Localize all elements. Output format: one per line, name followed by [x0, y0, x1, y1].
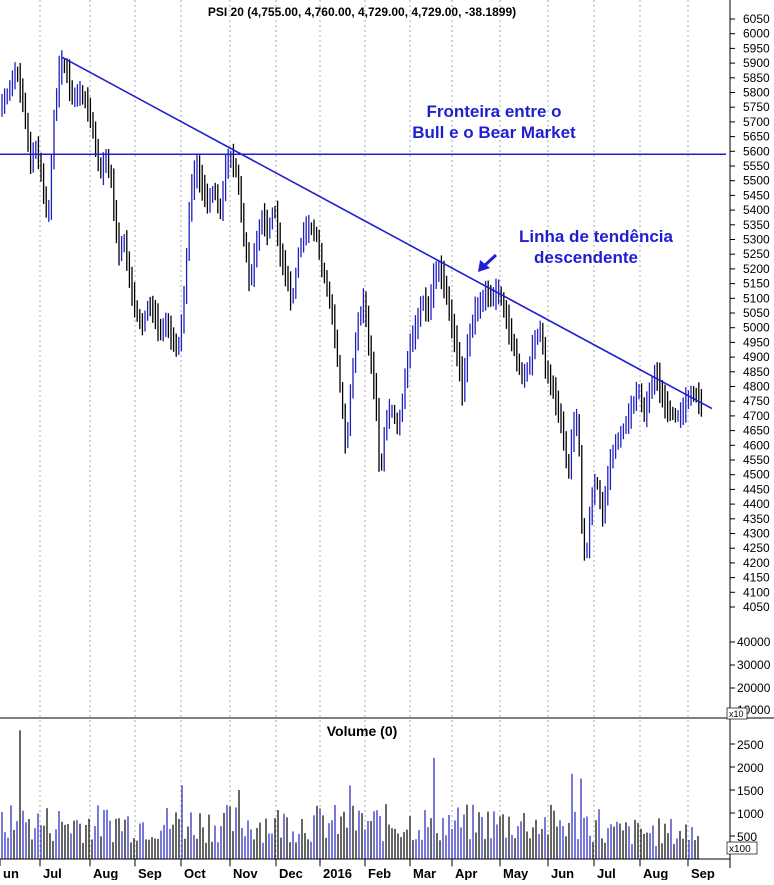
annotation-frontier-line-2: Bull e o Bear Market — [412, 123, 576, 142]
price-tick-label: 5950 — [743, 41, 770, 55]
month-label: Oct — [184, 866, 206, 880]
price-tick-label: 4500 — [743, 468, 770, 482]
month-label: Jul — [597, 866, 616, 880]
price-tick-label: 5700 — [743, 115, 770, 129]
volume-tick-label: 500 — [737, 830, 757, 844]
price-tick-label: 4900 — [743, 350, 770, 364]
price-tick-label: 5650 — [743, 130, 770, 144]
price-lower-tick-label: 30000 — [737, 658, 771, 672]
volume-tick-label: 2000 — [737, 761, 764, 775]
price-tick-label: 4100 — [743, 585, 770, 599]
volume-title: Volume (0) — [327, 723, 398, 739]
price-tick-label: 6000 — [743, 27, 770, 41]
price-tick-label: 5200 — [743, 262, 770, 276]
volume-multiplier-label: x100 — [729, 844, 751, 855]
volume-tick-label: 2500 — [737, 738, 764, 752]
month-label: Apr — [455, 866, 477, 880]
descending-trend-line — [61, 56, 713, 410]
month-label: Sep — [138, 866, 162, 880]
volume-bars — [1, 730, 699, 859]
volume-tick-label: 1000 — [737, 807, 764, 821]
price-tick-label: 4300 — [743, 527, 770, 541]
price-tick-label: 4200 — [743, 556, 770, 570]
price-tick-label: 4550 — [743, 453, 770, 467]
price-tick-label: 4400 — [743, 497, 770, 511]
price-candles — [1, 50, 703, 561]
price-tick-label: 5400 — [743, 203, 770, 217]
price-tick-label: 4700 — [743, 409, 770, 423]
price-tick-label: 4850 — [743, 365, 770, 379]
month-label: Jul — [43, 866, 62, 880]
price-tick-label: 4650 — [743, 424, 770, 438]
month-label: May — [503, 866, 529, 880]
price-tick-label: 5850 — [743, 71, 770, 85]
annotation-frontier-line-1: Fronteira entre o — [426, 102, 561, 121]
price-tick-label: 5750 — [743, 100, 770, 114]
price-tick-label: 5100 — [743, 291, 770, 305]
price-tick-label: 5300 — [743, 233, 770, 247]
price-tick-label: 4150 — [743, 571, 770, 585]
price-tick-label: 4250 — [743, 541, 770, 555]
month-label: 2016 — [323, 866, 352, 880]
price-tick-label: 4450 — [743, 482, 770, 496]
month-label: Nov — [233, 866, 258, 880]
price-tick-label: 5600 — [743, 144, 770, 158]
price-tick-label: 5150 — [743, 277, 770, 291]
price-tick-label: 4050 — [743, 600, 770, 614]
price-tick-label: 4750 — [743, 394, 770, 408]
month-label: Aug — [643, 866, 668, 880]
month-label: Dec — [279, 866, 303, 880]
chart-title: PSI 20 (4,755.00, 4,760.00, 4,729.00, 4,… — [208, 5, 516, 19]
month-label: Feb — [368, 866, 391, 880]
price-lower-tick-label: 20000 — [737, 681, 771, 695]
price-tick-label: 4350 — [743, 512, 770, 526]
price-tick-label: 5800 — [743, 86, 770, 100]
price-tick-label: 5450 — [743, 188, 770, 202]
price-multiplier-label: x10 — [729, 709, 744, 719]
price-tick-label: 4600 — [743, 438, 770, 452]
price-tick-label: 5900 — [743, 56, 770, 70]
price-tick-label: 6050 — [743, 12, 770, 26]
annotation-trend-line-2: descendente — [534, 248, 638, 267]
price-lower-tick-label: 40000 — [737, 635, 771, 649]
price-tick-label: 4950 — [743, 335, 770, 349]
month-label: un — [3, 866, 19, 880]
annotation-arrow — [478, 253, 498, 272]
x10-box — [726, 707, 748, 720]
price-tick-label: 5000 — [743, 321, 770, 335]
x100-box — [726, 841, 758, 855]
price-tick-label: 5350 — [743, 218, 770, 232]
volume-tick-label: 1500 — [737, 784, 764, 798]
price-tick-label: 4800 — [743, 380, 770, 394]
price-tick-label: 5500 — [743, 174, 770, 188]
annotation-lines — [0, 56, 726, 410]
price-tick-label: 5050 — [743, 306, 770, 320]
price-tick-label: 5550 — [743, 159, 770, 173]
annotation-trend-line-1: Linha de tendência — [519, 227, 674, 246]
month-label: Mar — [413, 866, 436, 880]
price-tick-label: 5250 — [743, 247, 770, 261]
month-label: Jun — [551, 866, 574, 880]
month-label: Sep — [691, 866, 715, 880]
month-label: Aug — [93, 866, 118, 880]
